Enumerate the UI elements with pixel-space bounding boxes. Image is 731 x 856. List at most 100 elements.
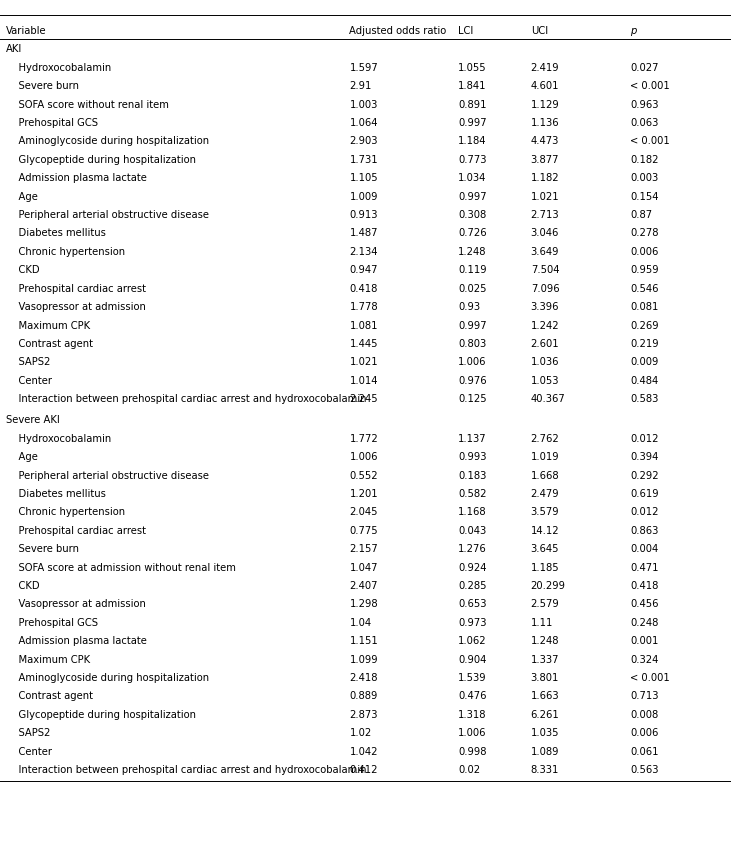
Text: Peripheral arterial obstructive disease: Peripheral arterial obstructive disease <box>6 210 209 220</box>
Text: SAPS2: SAPS2 <box>6 357 50 367</box>
Text: 1.168: 1.168 <box>458 508 487 517</box>
Text: 0.412: 0.412 <box>349 765 378 775</box>
Text: 0.456: 0.456 <box>630 599 659 609</box>
Text: 0.863: 0.863 <box>630 526 659 536</box>
Text: 0.891: 0.891 <box>458 99 487 110</box>
Text: Diabetes mellitus: Diabetes mellitus <box>6 489 106 499</box>
Text: 7.504: 7.504 <box>531 265 559 276</box>
Text: 0.713: 0.713 <box>630 692 659 701</box>
Text: Prehospital cardiac arrest: Prehospital cardiac arrest <box>6 283 146 294</box>
Text: SAPS2: SAPS2 <box>6 728 50 738</box>
Text: 0.418: 0.418 <box>630 581 659 591</box>
Text: 0.904: 0.904 <box>458 655 487 664</box>
Text: 3.649: 3.649 <box>531 247 559 257</box>
Text: 2.601: 2.601 <box>531 339 559 349</box>
Text: 1.081: 1.081 <box>349 320 378 330</box>
Text: 0.997: 0.997 <box>458 192 487 202</box>
Text: 0.004: 0.004 <box>630 544 659 554</box>
Text: 1.089: 1.089 <box>531 746 559 757</box>
Text: 1.099: 1.099 <box>349 655 378 664</box>
Text: 0.484: 0.484 <box>630 376 659 386</box>
Text: 1.042: 1.042 <box>349 746 378 757</box>
Text: 20.299: 20.299 <box>531 581 566 591</box>
Text: < 0.001: < 0.001 <box>630 673 670 683</box>
Text: 0.963: 0.963 <box>630 99 659 110</box>
Text: 0.394: 0.394 <box>630 452 659 462</box>
Text: 0.993: 0.993 <box>458 452 487 462</box>
Text: 0.183: 0.183 <box>458 471 487 480</box>
Text: 1.003: 1.003 <box>349 99 378 110</box>
Text: SOFA score at admission without renal item: SOFA score at admission without renal it… <box>6 562 235 573</box>
Text: 0.959: 0.959 <box>630 265 659 276</box>
Text: 0.619: 0.619 <box>630 489 659 499</box>
Text: Peripheral arterial obstructive disease: Peripheral arterial obstructive disease <box>6 471 209 480</box>
Text: 1.047: 1.047 <box>349 562 378 573</box>
Text: 0.726: 0.726 <box>458 229 487 239</box>
Text: 1.035: 1.035 <box>531 728 559 738</box>
Text: 1.105: 1.105 <box>349 173 378 183</box>
Text: 0.061: 0.061 <box>630 746 659 757</box>
Text: 4.473: 4.473 <box>531 136 559 146</box>
Text: 2.762: 2.762 <box>531 434 559 443</box>
Text: Aminoglycoside during hospitalization: Aminoglycoside during hospitalization <box>6 673 209 683</box>
Text: 0.219: 0.219 <box>630 339 659 349</box>
Text: 1.009: 1.009 <box>349 192 378 202</box>
Text: 3.877: 3.877 <box>531 155 559 165</box>
Text: Severe burn: Severe burn <box>6 81 79 92</box>
Text: 1.248: 1.248 <box>531 636 559 646</box>
Text: AKI: AKI <box>6 45 22 55</box>
Text: Prehospital GCS: Prehospital GCS <box>6 618 98 627</box>
Text: 1.036: 1.036 <box>531 357 559 367</box>
Text: 0.182: 0.182 <box>630 155 659 165</box>
Text: 0.012: 0.012 <box>630 508 659 517</box>
Text: 0.775: 0.775 <box>349 526 378 536</box>
Text: 0.471: 0.471 <box>630 562 659 573</box>
Text: 1.04: 1.04 <box>349 618 371 627</box>
Text: 1.11: 1.11 <box>531 618 553 627</box>
Text: Interaction between prehospital cardiac arrest and hydroxocobalamin: Interaction between prehospital cardiac … <box>6 394 366 404</box>
Text: Age: Age <box>6 192 38 202</box>
Text: Maximum CPK: Maximum CPK <box>6 320 90 330</box>
Text: 1.445: 1.445 <box>349 339 378 349</box>
Text: 1.539: 1.539 <box>458 673 487 683</box>
Text: Interaction between prehospital cardiac arrest and hydroxocobalamin: Interaction between prehospital cardiac … <box>6 765 366 775</box>
Text: Glycopeptide during hospitalization: Glycopeptide during hospitalization <box>6 155 196 165</box>
Text: 0.976: 0.976 <box>458 376 487 386</box>
Text: p: p <box>630 26 637 36</box>
Text: 1.318: 1.318 <box>458 710 487 720</box>
Text: 0.552: 0.552 <box>349 471 378 480</box>
Text: 40.367: 40.367 <box>531 394 566 404</box>
Text: 1.201: 1.201 <box>349 489 378 499</box>
Text: 0.025: 0.025 <box>458 283 487 294</box>
Text: 1.248: 1.248 <box>458 247 487 257</box>
Text: 1.337: 1.337 <box>531 655 559 664</box>
Text: 0.009: 0.009 <box>630 357 659 367</box>
Text: Hydroxocobalamin: Hydroxocobalamin <box>6 62 111 73</box>
Text: 0.003: 0.003 <box>630 173 659 183</box>
Text: Glycopeptide during hospitalization: Glycopeptide during hospitalization <box>6 710 196 720</box>
Text: 0.012: 0.012 <box>630 434 659 443</box>
Text: 2.245: 2.245 <box>349 394 378 404</box>
Text: 0.154: 0.154 <box>630 192 659 202</box>
Text: 1.731: 1.731 <box>349 155 378 165</box>
Text: Severe AKI: Severe AKI <box>6 415 60 425</box>
Text: 1.184: 1.184 <box>458 136 487 146</box>
Text: < 0.001: < 0.001 <box>630 81 670 92</box>
Text: 1.668: 1.668 <box>531 471 559 480</box>
Text: 1.772: 1.772 <box>349 434 378 443</box>
Text: 2.479: 2.479 <box>531 489 559 499</box>
Text: 1.663: 1.663 <box>531 692 559 701</box>
Text: 0.803: 0.803 <box>458 339 487 349</box>
Text: 8.331: 8.331 <box>531 765 559 775</box>
Text: 0.546: 0.546 <box>630 283 659 294</box>
Text: 3.396: 3.396 <box>531 302 559 312</box>
Text: 1.014: 1.014 <box>349 376 378 386</box>
Text: 4.601: 4.601 <box>531 81 559 92</box>
Text: Chronic hypertension: Chronic hypertension <box>6 508 125 517</box>
Text: Aminoglycoside during hospitalization: Aminoglycoside during hospitalization <box>6 136 209 146</box>
Text: 0.269: 0.269 <box>630 320 659 330</box>
Text: 0.998: 0.998 <box>458 746 487 757</box>
Text: Vasopressor at admission: Vasopressor at admission <box>6 302 145 312</box>
Text: 0.653: 0.653 <box>458 599 487 609</box>
Text: 1.182: 1.182 <box>531 173 559 183</box>
